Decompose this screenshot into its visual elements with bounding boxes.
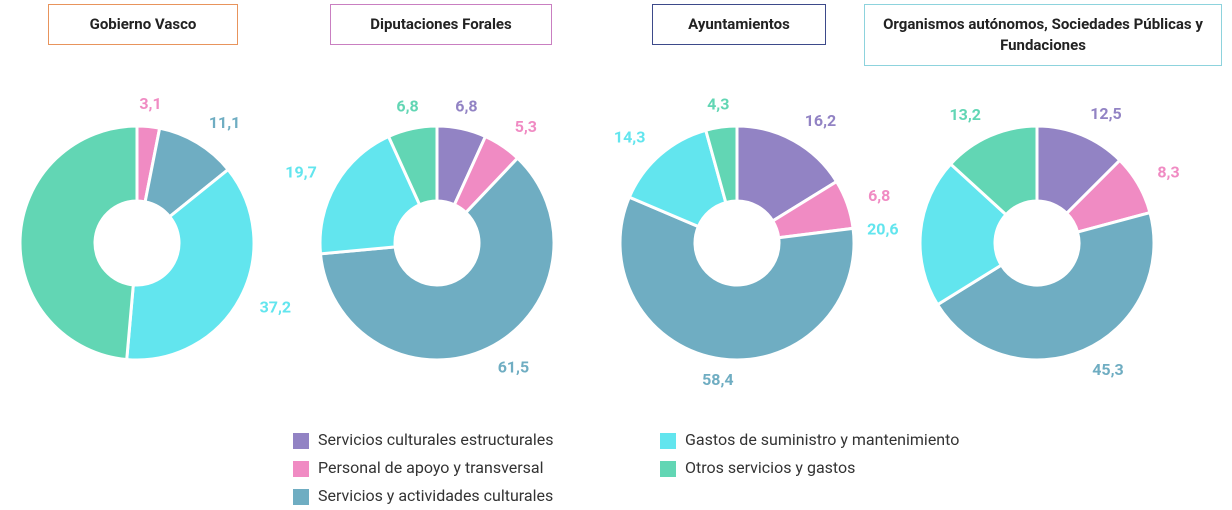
- data-label: 37,2: [260, 298, 291, 317]
- data-label: 6,8: [868, 186, 890, 205]
- chart-title: Organismos autónomos, Sociedades Pública…: [864, 4, 1222, 66]
- data-label: 6,8: [396, 96, 418, 115]
- data-label: 4,3: [707, 94, 729, 113]
- legend-swatch: [293, 489, 309, 505]
- data-label: 58,4: [702, 370, 733, 389]
- donut-slice: [627, 128, 728, 229]
- donut-slice: [918, 161, 1009, 307]
- data-label: 3,1: [139, 94, 161, 113]
- data-label: 45,3: [1092, 360, 1123, 379]
- donut-slice: [618, 195, 856, 362]
- legend-swatch: [293, 433, 309, 449]
- data-label: 13,2: [949, 105, 980, 124]
- legend-swatch: [660, 461, 676, 477]
- chart-title: Gobierno Vasco: [48, 4, 238, 45]
- legend-label: Servicios y actividades culturales: [318, 486, 553, 505]
- data-label: 61,5: [498, 357, 529, 376]
- chart-title: Diputaciones Forales: [330, 4, 552, 45]
- data-label: 19,7: [285, 162, 316, 181]
- data-label: 6,8: [455, 96, 477, 115]
- donut-slice: [18, 124, 139, 362]
- legend-label: Personal de apoyo y transversal: [318, 458, 543, 477]
- legend-label: Gastos de suministro y mantenimiento: [685, 430, 959, 449]
- chart-title: Ayuntamientos: [652, 4, 826, 45]
- data-label: 20,6: [867, 219, 898, 238]
- data-label: 14,3: [614, 128, 645, 147]
- donut-slice: [735, 124, 839, 224]
- donut-slice: [703, 124, 739, 205]
- donut-slice: [318, 134, 422, 256]
- donut-slice: [948, 124, 1039, 217]
- legend-label: Servicios culturales estructurales: [318, 430, 553, 449]
- donut-slice: [386, 124, 439, 207]
- data-label: 5,3: [515, 117, 537, 136]
- donut-slice: [125, 167, 256, 362]
- legend-swatch: [293, 461, 309, 477]
- data-label: 12,5: [1090, 104, 1121, 123]
- data-label: 8,3: [1157, 163, 1179, 182]
- donut-slice: [935, 210, 1156, 362]
- donut-slice: [318, 156, 556, 362]
- legend-swatch: [660, 433, 676, 449]
- data-label: 16,2: [805, 111, 836, 130]
- legend-label: Otros servicios y gastos: [685, 458, 855, 477]
- data-label: 11,1: [209, 113, 240, 132]
